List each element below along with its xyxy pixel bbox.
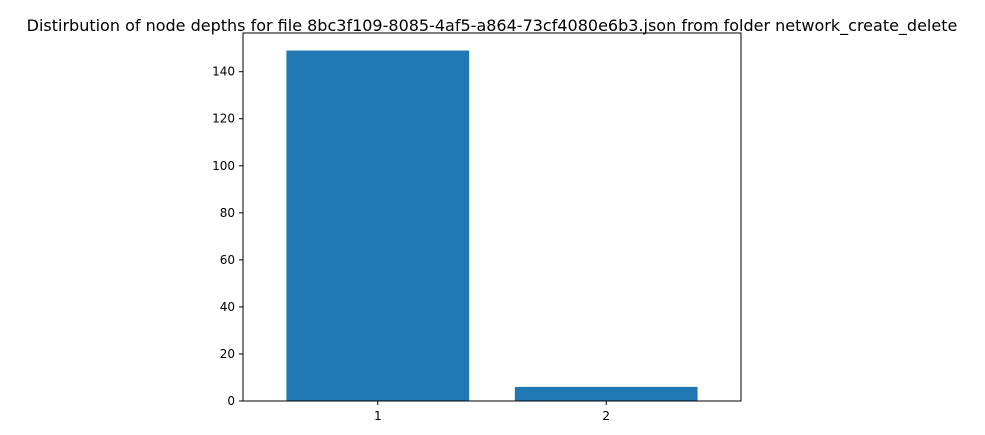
y-tick-label: 100 (212, 159, 235, 173)
y-tick-label: 120 (212, 112, 235, 126)
plot-frame (242, 32, 742, 402)
y-tick-label: 40 (220, 300, 235, 314)
bar-2 (514, 386, 698, 401)
bar-1 (286, 50, 470, 402)
chart-title: Distirbution of node depths for file 8bc… (27, 16, 958, 36)
y-tick-label: 140 (212, 65, 235, 79)
x-tick-label: 2 (602, 409, 610, 423)
bars-group (286, 50, 698, 402)
y-tick-label: 0 (227, 394, 235, 408)
y-axis: 0 20 40 60 80 100 120 140 (212, 65, 243, 408)
x-tick-label: 1 (374, 409, 382, 423)
y-tick-label: 80 (220, 206, 235, 220)
y-tick-label: 20 (220, 347, 235, 361)
y-tick-label: 60 (220, 253, 235, 267)
